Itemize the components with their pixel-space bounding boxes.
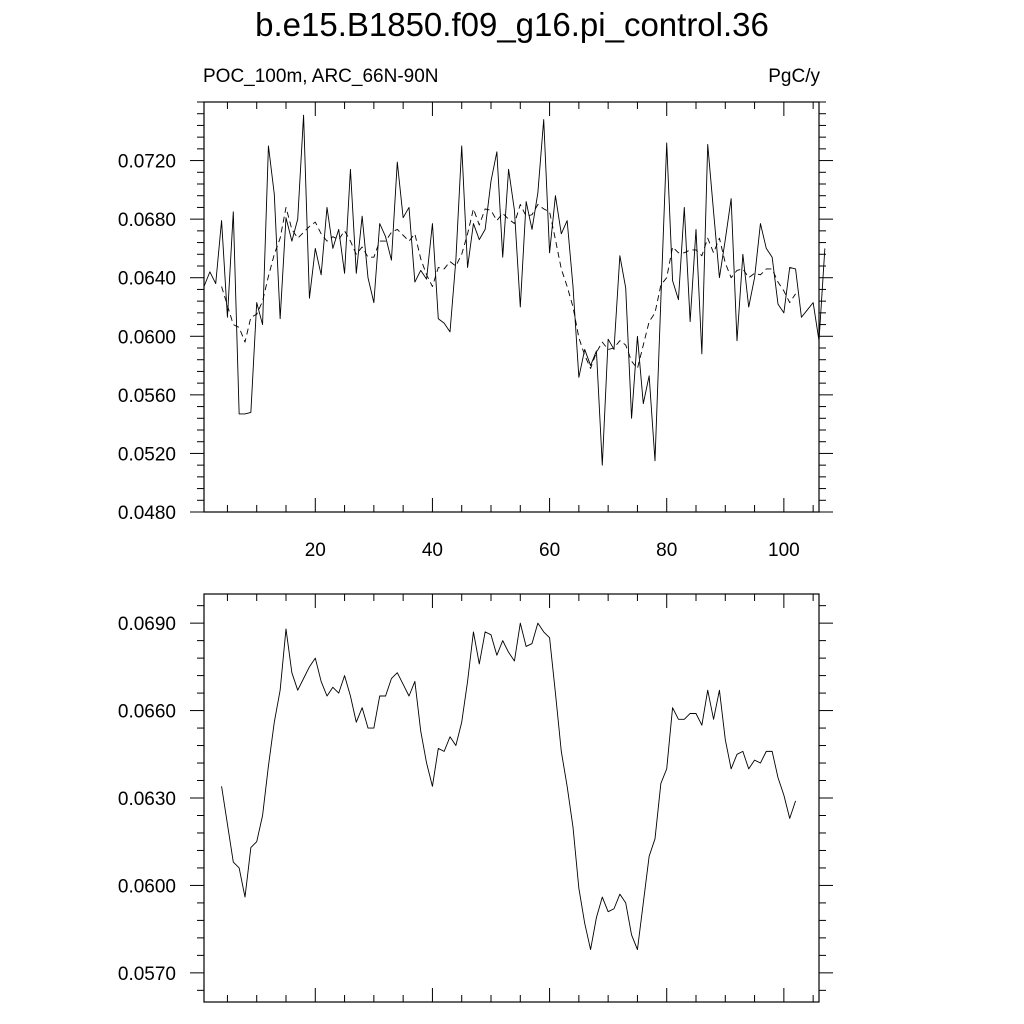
series-line: [203, 114, 826, 466]
plot-frame: [203, 101, 820, 513]
bottom-panel: 0.0570 0.0600 0.0630 0.0660 0.0690: [118, 593, 833, 1003]
y-tick-label: 0.0600: [118, 327, 176, 348]
right-string: PgC/y: [768, 66, 820, 87]
x-tick-label: 20: [305, 540, 326, 561]
figure-title: b.e15.B1850.f09_g16.pi_control.36: [255, 6, 769, 43]
plot-frame: [203, 593, 820, 1003]
series-line: [221, 622, 796, 950]
y-tick-label: 0.0480: [118, 503, 176, 524]
y-tick-label: 0.0640: [118, 269, 176, 290]
x-tick-label: 40: [422, 540, 443, 561]
y-tick-label: 0.0680: [118, 210, 176, 231]
y-tick-label: 0.0660: [118, 702, 176, 723]
y-tick-label: 0.0600: [118, 876, 176, 897]
y-tick-label: 0.0720: [118, 152, 176, 173]
left-string: POC_100m, ARC_66N-90N: [203, 66, 439, 87]
y-tick-label: 0.0560: [118, 386, 176, 407]
running-mean-line: [221, 204, 796, 369]
y-tick-label: 0.0520: [118, 444, 176, 465]
x-tick-label: 60: [539, 540, 560, 561]
top-panel: 20 40 60 80 100 0.0480 0.0520 0.0560 0.0600 0.064…: [118, 101, 833, 561]
y-tick-label: 0.0570: [118, 964, 176, 985]
y-tick-label: 0.0630: [118, 789, 176, 810]
x-tick-label: 80: [656, 540, 677, 561]
x-tick-label: 100: [768, 540, 800, 561]
y-tick-label: 0.0690: [118, 614, 176, 635]
